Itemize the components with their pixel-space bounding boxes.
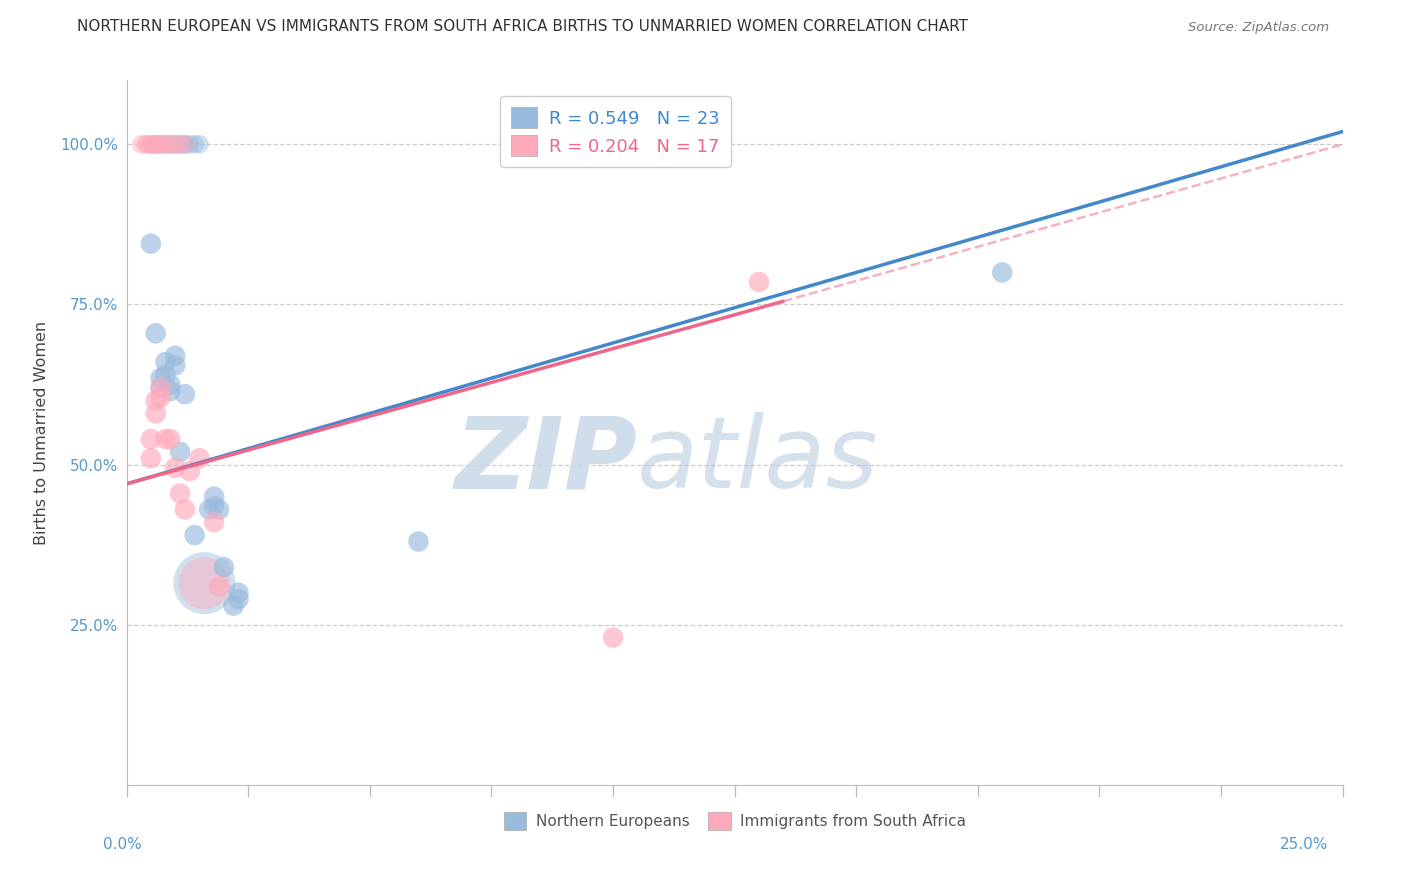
Point bbox=[139, 137, 162, 152]
Point bbox=[149, 137, 172, 152]
Point bbox=[202, 516, 225, 530]
Point bbox=[179, 464, 201, 478]
Point bbox=[155, 355, 177, 369]
Point bbox=[193, 576, 215, 591]
Point bbox=[155, 368, 177, 382]
Point bbox=[139, 236, 162, 251]
Point bbox=[145, 137, 167, 152]
Point bbox=[129, 137, 152, 152]
Point bbox=[183, 137, 205, 152]
Point bbox=[149, 371, 172, 385]
Point bbox=[159, 384, 181, 398]
Point bbox=[145, 406, 167, 420]
Point bbox=[149, 381, 172, 395]
Point bbox=[174, 137, 197, 152]
Point bbox=[408, 534, 430, 549]
Text: atlas: atlas bbox=[637, 412, 879, 509]
Point bbox=[222, 599, 245, 613]
Point bbox=[193, 576, 215, 591]
Point bbox=[139, 137, 162, 152]
Point bbox=[174, 137, 197, 152]
Point bbox=[188, 137, 211, 152]
Point bbox=[602, 631, 624, 645]
Point bbox=[149, 137, 172, 152]
Point bbox=[165, 137, 187, 152]
Point bbox=[179, 137, 201, 152]
Point bbox=[228, 586, 250, 600]
Y-axis label: Births to Unmarried Women: Births to Unmarried Women bbox=[34, 320, 49, 545]
Point bbox=[188, 451, 211, 466]
Legend: Northern Europeans, Immigrants from South Africa: Northern Europeans, Immigrants from Sout… bbox=[496, 805, 973, 838]
Point bbox=[991, 265, 1014, 279]
Point bbox=[159, 137, 181, 152]
Point bbox=[183, 528, 205, 542]
Point bbox=[155, 137, 177, 152]
Point bbox=[149, 381, 172, 395]
Point bbox=[155, 137, 177, 152]
Point bbox=[174, 387, 197, 401]
Point bbox=[139, 432, 162, 446]
Point bbox=[748, 275, 770, 289]
Point bbox=[165, 137, 187, 152]
Point bbox=[198, 502, 221, 516]
Point bbox=[169, 445, 191, 459]
Point bbox=[169, 137, 191, 152]
Point bbox=[174, 137, 197, 152]
Point bbox=[165, 359, 187, 373]
Point bbox=[139, 137, 162, 152]
Text: Source: ZipAtlas.com: Source: ZipAtlas.com bbox=[1188, 21, 1329, 34]
Point bbox=[149, 137, 172, 152]
Point bbox=[145, 393, 167, 408]
Point bbox=[145, 137, 167, 152]
Point bbox=[202, 490, 225, 504]
Point bbox=[202, 500, 225, 514]
Point bbox=[149, 391, 172, 405]
Point bbox=[169, 486, 191, 500]
Point bbox=[159, 432, 181, 446]
Point bbox=[165, 349, 187, 363]
Text: 25.0%: 25.0% bbox=[1281, 838, 1329, 852]
Point bbox=[165, 461, 187, 475]
Point bbox=[169, 137, 191, 152]
Point bbox=[145, 137, 167, 152]
Point bbox=[145, 137, 167, 152]
Point bbox=[139, 451, 162, 466]
Point bbox=[228, 592, 250, 607]
Point bbox=[208, 579, 231, 593]
Point bbox=[155, 137, 177, 152]
Point bbox=[145, 326, 167, 341]
Point bbox=[174, 502, 197, 516]
Point bbox=[165, 137, 187, 152]
Text: NORTHERN EUROPEAN VS IMMIGRANTS FROM SOUTH AFRICA BIRTHS TO UNMARRIED WOMEN CORR: NORTHERN EUROPEAN VS IMMIGRANTS FROM SOU… bbox=[77, 20, 969, 34]
Point bbox=[159, 377, 181, 392]
Point bbox=[159, 137, 181, 152]
Point bbox=[208, 502, 231, 516]
Point bbox=[155, 432, 177, 446]
Text: ZIP: ZIP bbox=[454, 412, 637, 509]
Point bbox=[212, 560, 235, 574]
Point bbox=[135, 137, 157, 152]
Point bbox=[135, 137, 157, 152]
Text: 0.0%: 0.0% bbox=[103, 838, 142, 852]
